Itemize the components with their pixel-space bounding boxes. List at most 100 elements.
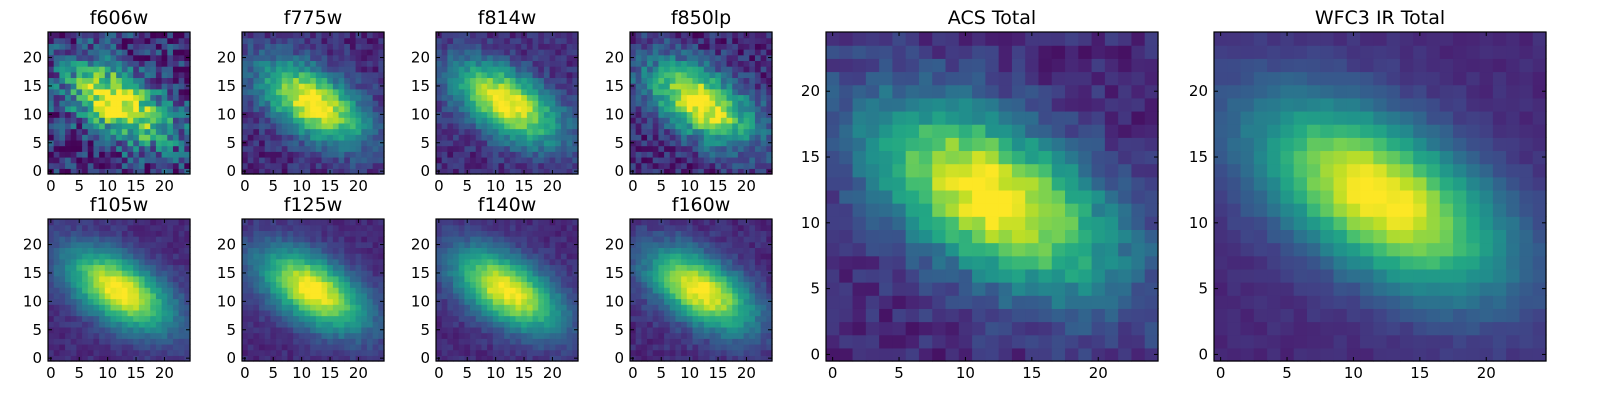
heatmap-cell <box>82 54 89 61</box>
heatmap-cell <box>743 338 750 345</box>
heatmap-cell <box>59 281 66 288</box>
heatmap-cell <box>70 139 77 147</box>
heatmap-cell <box>82 139 89 147</box>
heatmap-cell <box>327 88 334 96</box>
heatmap-cell <box>675 326 682 334</box>
heatmap-cell <box>647 332 654 339</box>
heatmap-cell <box>532 71 539 79</box>
heatmap-cell <box>65 122 72 130</box>
heatmap-cell <box>538 292 545 300</box>
heatmap-cell <box>549 156 556 164</box>
heatmap-cell <box>281 315 289 322</box>
heatmap-cell <box>349 94 357 101</box>
heatmap-cell <box>487 241 494 248</box>
heatmap-cell <box>681 338 688 345</box>
heatmap-cell <box>298 287 306 294</box>
heatmap-cell <box>543 343 551 351</box>
heatmap-cell <box>110 151 117 158</box>
heatmap-cell <box>447 77 454 84</box>
heatmap-cell <box>65 241 72 248</box>
heatmap-cell <box>133 49 140 56</box>
heatmap-cell <box>732 304 739 311</box>
heatmap-cell <box>686 343 694 351</box>
heatmap-cell <box>720 88 728 96</box>
heatmap-cell <box>526 54 534 61</box>
heatmap-cell <box>327 281 334 288</box>
heatmap-cell <box>647 88 654 96</box>
heatmap-cell <box>304 71 311 79</box>
heatmap-cell <box>732 275 739 283</box>
heatmap-cell <box>532 326 539 334</box>
heatmap-cell <box>732 105 739 113</box>
heatmap-cell <box>436 49 443 56</box>
heatmap-cell <box>526 258 534 266</box>
heatmap-cell <box>555 54 562 61</box>
heatmap-cell <box>526 94 534 101</box>
heatmap-cell <box>543 134 551 141</box>
heatmap-cell <box>144 219 151 226</box>
heatmap-cell <box>332 32 340 39</box>
heatmap-cell <box>378 77 385 84</box>
heatmap-cell <box>172 292 180 300</box>
heatmap-cell <box>310 128 317 135</box>
heatmap-cell <box>509 258 517 266</box>
heatmap-cell <box>315 105 323 113</box>
heatmap-cell <box>487 304 494 311</box>
heatmap-cell <box>121 122 129 130</box>
heatmap-cell <box>726 281 733 288</box>
heatmap-cell <box>344 219 351 226</box>
heatmap-cell <box>133 105 140 113</box>
heatmap-cell <box>99 94 106 101</box>
heatmap-cell <box>658 139 665 147</box>
heatmap-cell <box>475 230 483 237</box>
heatmap-cell <box>70 43 77 50</box>
heatmap-cell <box>65 219 72 226</box>
heatmap-cell <box>669 326 677 334</box>
heatmap-cell <box>720 111 728 118</box>
heatmap-cell <box>458 100 465 107</box>
heatmap-cell <box>184 100 191 107</box>
heatmap-cell <box>53 83 60 90</box>
heatmap-cell <box>344 349 351 356</box>
heatmap-cell <box>366 309 374 317</box>
heatmap-cell <box>349 100 357 107</box>
heatmap-cell <box>366 32 374 39</box>
heatmap-cell <box>138 60 146 67</box>
heatmap-cell <box>87 326 95 334</box>
heatmap-cell <box>572 338 579 345</box>
heatmap-cell <box>361 43 368 50</box>
heatmap-cell <box>658 275 665 283</box>
heatmap-cell <box>293 270 300 277</box>
heatmap-cell <box>715 281 722 288</box>
heatmap-cell <box>276 241 283 248</box>
heatmap-cell <box>53 122 60 130</box>
heatmap-cell <box>184 264 191 271</box>
heatmap-cell <box>504 241 511 248</box>
heatmap-cell <box>487 355 494 362</box>
heatmap-cell <box>453 100 460 107</box>
y-tick-label: 15 <box>23 264 42 282</box>
heatmap-cell <box>259 162 266 169</box>
heatmap-cell <box>87 338 95 345</box>
heatmap-cell <box>498 151 505 158</box>
heatmap-cell <box>327 83 334 90</box>
heatmap-cell <box>453 122 460 130</box>
heatmap-cell <box>133 43 140 50</box>
heatmap-cell <box>441 253 448 260</box>
heatmap-cell <box>470 145 477 152</box>
heatmap-cell <box>737 134 745 141</box>
heatmap-cell <box>464 122 471 130</box>
heatmap-cell <box>675 128 682 135</box>
heatmap-cell <box>298 122 306 130</box>
heatmap-cell <box>121 128 129 135</box>
heatmap-cell <box>99 247 106 254</box>
heatmap-cell <box>698 349 705 356</box>
heatmap-cell <box>82 219 89 226</box>
heatmap-cell <box>641 321 648 328</box>
heatmap-cell <box>332 134 340 141</box>
heatmap-cell <box>327 122 334 130</box>
heatmap-cell <box>155 281 163 288</box>
heatmap-cell <box>555 77 562 84</box>
heatmap-cell <box>692 298 699 305</box>
